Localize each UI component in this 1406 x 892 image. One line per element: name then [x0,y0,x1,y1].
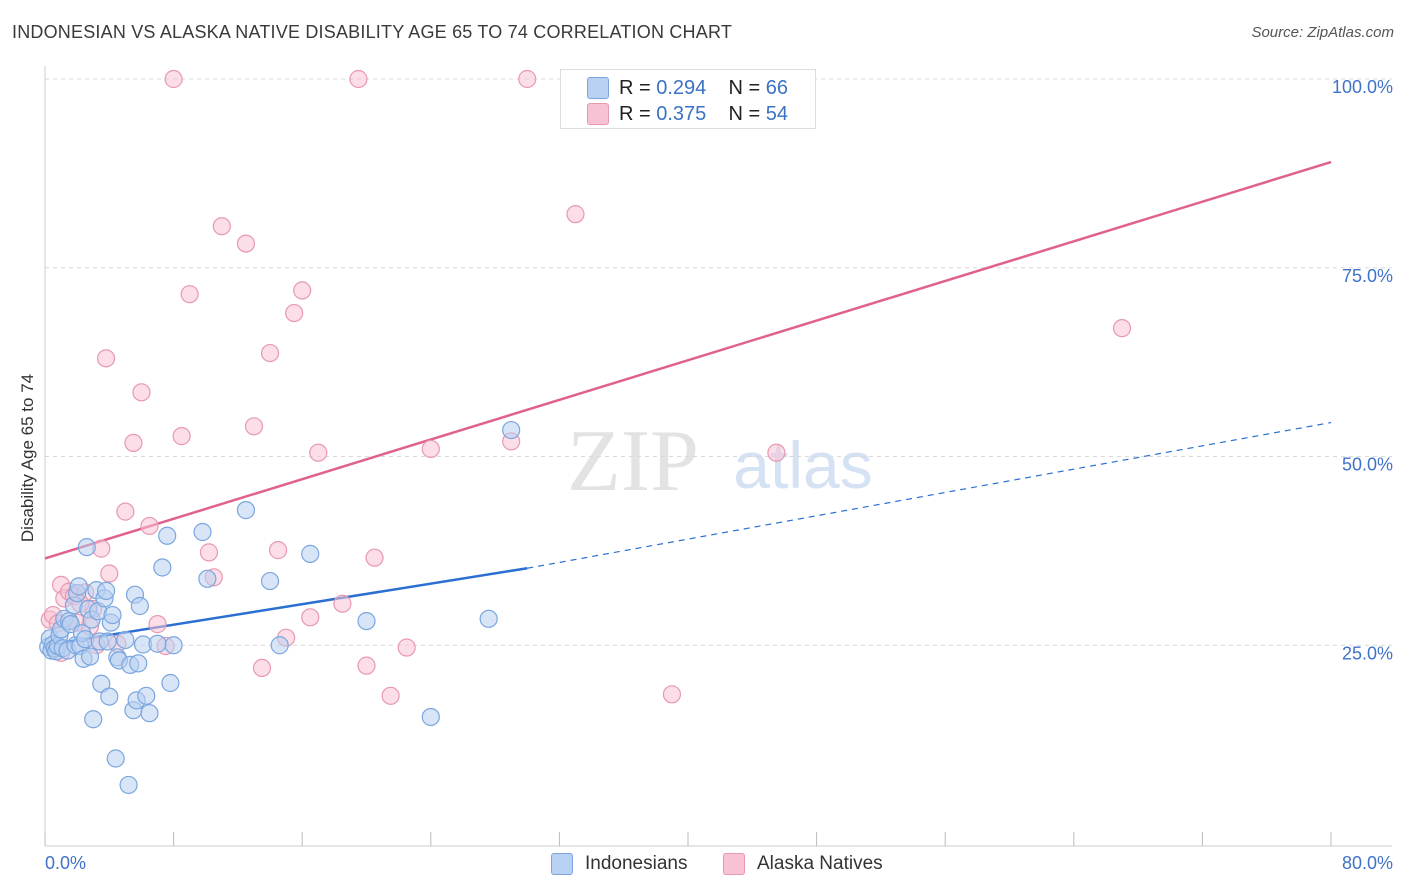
alaska-natives-point [172,427,191,446]
indonesians-trend-extension [527,421,1332,569]
watermark-atlas: atlas [733,428,872,502]
indonesians-point [153,558,172,577]
indonesians-legend-icon [551,853,573,875]
stats-text: R = 0.294 N = 66 [619,76,789,99]
alaska-natives-point [116,502,135,521]
alaska-natives-point [365,548,384,567]
x-tick-label: 0.0% [45,853,86,873]
legend-label: Indonesians [585,853,688,874]
gridlines [45,78,1392,646]
watermark: ZIP atlas [567,413,873,510]
indonesians-point [84,710,103,729]
alaska-natives-point [333,594,352,613]
alaska-natives-point [397,638,416,657]
legend-label: Alaska Natives [757,853,883,874]
alaska-natives-points [40,69,1132,705]
alaska-natives-point [421,439,440,459]
alaska-natives-point [252,658,272,678]
alaska-natives-trend-line [44,160,1332,560]
indonesians-point [129,654,148,673]
alaska-natives-point [236,234,256,253]
legend-item-alaska-natives[interactable]: Alaska Natives [723,852,883,876]
y-tick-label: 100.0% [1332,77,1393,97]
x-ticks [44,832,1332,846]
indonesians-point [164,636,183,655]
indonesians-point [502,420,521,440]
alaska-natives-point [164,69,183,89]
indonesians-swatch-icon [587,77,609,99]
alaska-natives-point [180,285,199,304]
alaska-natives-point [518,69,537,89]
watermark-zip: ZIP [567,413,699,510]
indonesians-point [148,634,167,653]
chart-title: INDONESIAN VS ALASKA NATIVE DISABILITY A… [12,22,733,42]
indonesians-point [96,581,116,600]
alaska-natives-swatch-icon [587,103,609,125]
alaska-natives-point [662,685,682,704]
alaska-natives-point [566,205,585,224]
stats-text: R = 0.375 N = 54 [619,102,789,125]
indonesians-point [193,522,212,542]
indonesians-point [236,501,256,520]
alaska-natives-point [285,303,304,323]
alaska-natives-point [100,564,119,583]
indonesians-point [116,630,135,650]
alaska-natives-point [148,615,167,634]
indonesians-point [198,569,217,588]
alaska-natives-point [212,217,231,236]
legend-item-indonesians[interactable]: Indonesians [551,852,687,876]
alaska-natives-point [96,349,116,368]
indonesians-point [92,674,111,693]
y-tick-label: 25.0% [1342,643,1393,663]
indonesians-point [130,596,149,616]
alaska-natives-point [293,281,312,300]
indonesians-point [77,537,96,557]
indonesians-point [69,577,88,596]
alaska-natives-point [199,543,219,562]
y-tick-label: 50.0% [1342,455,1393,475]
indonesians-point [158,526,177,545]
alaska-natives-point [1112,319,1132,338]
indonesians-point [98,632,117,651]
indonesians-point [119,775,138,795]
alaska-natives-point [260,343,280,363]
y-tick-labels: 25.0% 50.0% 75.0% 100.0% [1332,77,1393,663]
indonesians-points [39,420,521,795]
indonesians-point [479,609,498,628]
indonesians-point [80,647,100,666]
alaska-natives-point [349,69,368,89]
indonesians-point [100,687,119,706]
indonesians-point [137,686,156,705]
indonesians-point [357,611,376,631]
indonesians-point [140,704,159,723]
alaska-natives-point [767,443,786,462]
alaska-natives-point [309,443,328,462]
alaska-natives-point [244,417,264,436]
alaska-natives-point [268,541,288,560]
indonesians-point [260,571,280,591]
indonesians-point [270,636,289,655]
x-tick-label: 80.0% [1342,853,1393,873]
alaska-natives-point [381,686,400,705]
alaska-natives-legend-icon [723,853,745,875]
alaska-natives-point [132,383,151,402]
x-tick-labels: 0.0% 80.0% [45,853,1393,873]
indonesians-point [421,707,440,727]
alaska-natives-point [124,433,143,453]
axes [44,66,1392,847]
alaska-natives-point [357,656,376,675]
trend-lines [44,160,1332,647]
stats-box: R = 0.294 N = 66 R = 0.375 N = 54 [560,69,816,129]
indonesians-point [301,544,320,563]
indonesians-point [106,749,125,768]
indonesians-point [103,605,122,625]
source-label: Source: ZipAtlas.com [1251,24,1394,41]
y-tick-label: 75.0% [1342,266,1393,286]
indonesians-point [161,673,180,693]
alaska-natives-point [140,516,159,536]
alaska-natives-point [301,608,320,627]
